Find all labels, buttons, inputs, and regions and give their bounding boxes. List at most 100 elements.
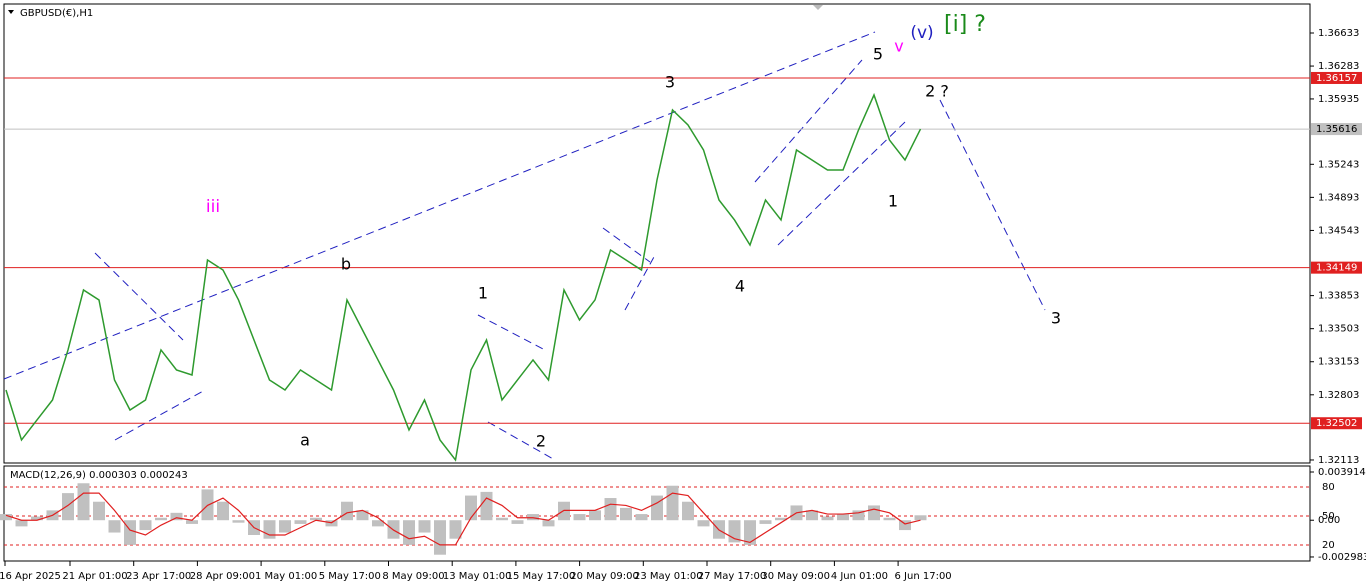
y-tick-label: 1.36283 (1318, 61, 1359, 72)
y-tick-label: 1.34543 (1318, 225, 1359, 236)
macd-bar (263, 520, 276, 539)
price-level-label: 1.35616 (1316, 124, 1357, 135)
trend-line (777, 121, 906, 246)
macd-bar (341, 501, 353, 521)
y2-tick-label: 80 (1322, 482, 1335, 493)
macd-bar (0, 514, 12, 521)
macd-bar (589, 510, 601, 521)
macd-bar (527, 514, 539, 521)
wave-label: b (341, 255, 351, 274)
macd-bar (868, 505, 880, 521)
wave-label: 1 (478, 284, 488, 303)
y-tick-label: 0.003914 (1318, 467, 1366, 478)
macd-bar (93, 501, 105, 521)
price-level-label: 1.34149 (1316, 263, 1357, 274)
macd-bar (325, 520, 338, 527)
y-tick-label: 1.34893 (1318, 192, 1359, 203)
trend-line (624, 254, 656, 311)
macd-bar (806, 510, 818, 521)
macd-bar (914, 515, 927, 521)
wave-label: 4 (735, 277, 745, 296)
wave-label: a (300, 431, 310, 450)
macd-bar (310, 517, 322, 521)
price-level-box (1311, 417, 1362, 430)
macd-panel (3, 465, 1311, 562)
x-tick-label: 1 May 01:00 (255, 571, 317, 582)
macd-bar (744, 520, 756, 545)
y-tick-label: 1.33153 (1318, 357, 1359, 368)
macd-bar (480, 491, 493, 521)
macd-bar (697, 520, 710, 527)
trend-line (939, 99, 1046, 311)
wave-label: 1 (888, 192, 898, 211)
trend-line (602, 227, 651, 263)
macd-bar (821, 516, 834, 521)
x-tick-label: 23 Apr 17:00 (126, 571, 191, 582)
macd-bar (356, 510, 369, 521)
price-line (5, 92, 922, 462)
macd-bar (837, 514, 849, 521)
x-tick-label: 13 May 01:00 (443, 571, 512, 582)
macd-bar (217, 501, 229, 521)
wave-label: iii (206, 197, 220, 217)
wave-label: 3 (1051, 309, 1061, 328)
macd-bar (635, 514, 648, 521)
menu-arrow (8, 10, 14, 14)
x-tick-label: 27 May 17:00 (698, 571, 767, 582)
macd-bar (77, 483, 90, 521)
macd-bar (573, 514, 586, 521)
macd-bar (418, 520, 431, 533)
x-tick-label: 6 Jun 17:00 (895, 571, 952, 582)
wave-label: 2 ? (925, 82, 949, 101)
macd-bar (852, 510, 865, 521)
price-level-box (1311, 123, 1362, 136)
macd-bar (899, 520, 911, 531)
x-tick-label: 30 May 09:00 (761, 571, 830, 582)
macd-title: MACD(12,26,9) 0.000303 0.000243 (10, 470, 188, 481)
price-panel (3, 3, 1311, 464)
macd-bar (542, 520, 555, 527)
price-level-label: 1.36157 (1316, 73, 1357, 84)
x-tick-label: 4 Jun 01:00 (831, 571, 888, 582)
y-tick-label: 1.33853 (1318, 291, 1359, 302)
y-tick-label: 1.35243 (1318, 159, 1359, 170)
macd-bar (883, 517, 896, 521)
macd-bar (170, 512, 183, 521)
y2-tick-label: 20 (1322, 540, 1335, 551)
macd-bar (604, 498, 617, 521)
x-tick-label: 28 Apr 09:00 (190, 571, 255, 582)
signal-line (5, 492, 921, 546)
macd-bar (186, 520, 198, 524)
wave-label: 5 (873, 45, 883, 64)
macd-bar (449, 520, 462, 539)
x-tick-label: 16 Apr 2025 (0, 571, 61, 582)
macd-bar (759, 520, 772, 524)
macd-bar (139, 520, 152, 531)
x-tick-label: 21 Apr 01:00 (62, 571, 127, 582)
x-tick-label: 23 May 01:00 (634, 571, 703, 582)
y-tick-label: 1.33503 (1318, 324, 1359, 335)
macd-bar (15, 520, 28, 527)
wave-label: 2 (536, 432, 546, 451)
macd-bar (434, 520, 446, 555)
price-level-box (1311, 261, 1362, 274)
macd-bar (403, 520, 415, 545)
y2-tick-label: 50 (1322, 511, 1335, 522)
trend-line (114, 389, 206, 441)
macd-bar (372, 520, 384, 527)
y-tick-label: 0.00 (1318, 515, 1340, 526)
macd-bar (294, 520, 307, 524)
macd-bar (682, 501, 694, 521)
macd-bar (666, 485, 679, 521)
macd-bar (62, 493, 74, 521)
macd-bar (775, 517, 787, 521)
macd-bar (620, 507, 632, 521)
macd-bar (496, 517, 508, 521)
wave-label: 3 (665, 73, 675, 92)
y-tick-label: -0.002983 (1318, 552, 1366, 563)
price-level-label: 1.32502 (1316, 418, 1357, 429)
trend-line (754, 59, 863, 183)
macd-bar (465, 495, 477, 521)
